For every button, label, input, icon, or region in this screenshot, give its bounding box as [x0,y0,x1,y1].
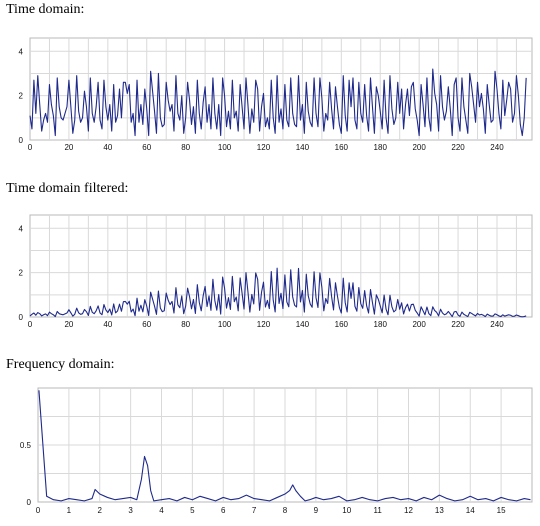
x-tick-label: 5 [190,506,195,515]
y-tick-label: 0.5 [20,441,32,450]
x-tick-label: 6 [221,506,226,515]
x-tick-label: 160 [335,143,349,152]
x-tick-label: 10 [342,506,351,515]
x-tick-label: 15 [497,506,506,515]
x-tick-label: 1 [67,506,72,515]
y-tick-label: 2 [19,269,24,278]
x-tick-label: 13 [435,506,444,515]
x-tick-label: 140 [296,143,310,152]
y-tick-label: 2 [19,92,24,101]
x-tick-label: 180 [374,320,388,329]
x-tick-label: 4 [159,506,164,515]
x-tick-label: 120 [257,143,271,152]
x-tick-label: 200 [412,143,426,152]
x-tick-label: 14 [466,506,475,515]
x-tick-label: 220 [451,143,465,152]
x-tick-label: 7 [252,506,257,515]
plot-area [29,214,533,318]
x-tick-label: 140 [296,320,310,329]
x-tick-label: 40 [103,143,112,152]
y-tick-label: 4 [19,224,24,233]
y-tick-label: 0 [19,136,24,145]
x-tick-label: 200 [412,320,426,329]
x-tick-label: 12 [404,506,413,515]
y-tick-label: 0 [27,498,32,507]
chart-time-domain-filtered: 0 20 40 60 80 100 120 140 160 180 200 220 240 0 2 4 [19,214,533,329]
x-tick-label: 2 [98,506,103,515]
chart-time-domain: 0 20 40 60 80 100 120 140 160 180 200 220 240 0 2 4 [19,37,533,152]
x-tick-label: 120 [257,320,271,329]
y-tick-label: 4 [19,47,24,56]
x-tick-label: 0 [28,143,33,152]
chart-title-time-domain: Time domain: [6,2,85,17]
x-tick-label: 160 [335,320,349,329]
x-tick-label: 20 [64,320,73,329]
x-tick-label: 0 [28,320,33,329]
x-tick-label: 80 [181,143,190,152]
x-tick-label: 220 [451,320,465,329]
x-tick-label: 80 [181,320,190,329]
chart-title-time-domain-filtered: Time domain filtered: [6,181,129,196]
x-tick-label: 9 [314,506,319,515]
x-tick-label: 3 [128,506,133,515]
x-tick-label: 240 [490,143,504,152]
x-tick-label: 60 [142,143,151,152]
x-tick-label: 180 [374,143,388,152]
x-tick-label: 60 [142,320,151,329]
series-line [38,390,531,502]
x-tick-label: 40 [103,320,112,329]
x-tick-label: 0 [36,506,41,515]
series-line [29,68,527,137]
y-tick-label: 0 [19,313,24,322]
x-tick-label: 100 [218,320,232,329]
x-tick-label: 100 [218,143,232,152]
chart-title-frequency-domain: Frequency domain: [6,357,115,372]
series-line [29,267,527,318]
x-tick-label: 20 [64,143,73,152]
x-tick-label: 8 [283,506,288,515]
x-tick-label: 11 [373,506,382,515]
x-tick-label: 240 [490,320,504,329]
